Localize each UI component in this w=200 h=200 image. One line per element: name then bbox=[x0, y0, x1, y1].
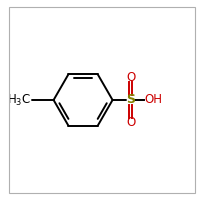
Text: H$_3$C: H$_3$C bbox=[7, 92, 31, 108]
Text: S: S bbox=[126, 93, 135, 106]
Text: O: O bbox=[126, 71, 135, 84]
Text: OH: OH bbox=[144, 93, 162, 106]
Text: O: O bbox=[126, 116, 135, 129]
